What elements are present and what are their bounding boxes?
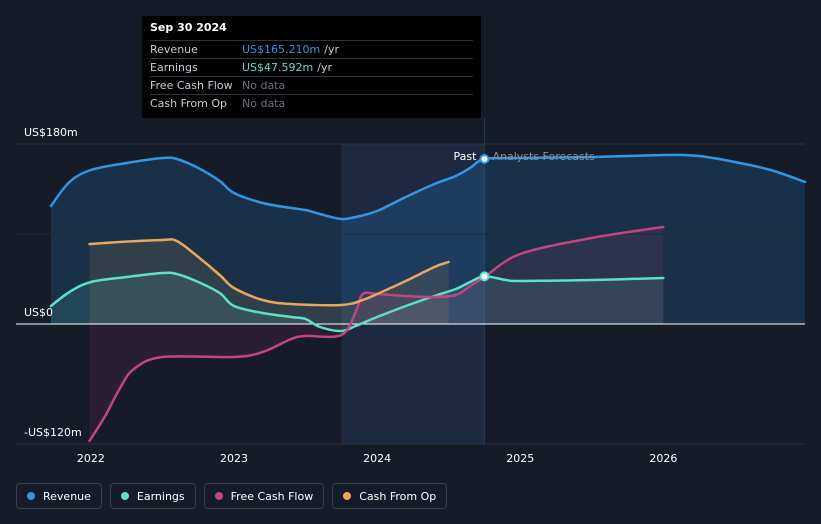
past-label: Past bbox=[454, 150, 478, 163]
legend-item-free-cash-flow[interactable]: Free Cash Flow bbox=[203, 483, 325, 509]
legend: Revenue Earnings Free Cash Flow Cash Fro… bbox=[16, 483, 448, 509]
x-tick-label: 2025 bbox=[506, 452, 534, 465]
y-tick-label: US$180m bbox=[24, 126, 78, 139]
x-tick-label: 2026 bbox=[649, 452, 677, 465]
x-tick-label: 2024 bbox=[363, 452, 391, 465]
revenue-area bbox=[50, 154, 805, 324]
earnings-area bbox=[50, 272, 664, 332]
legend-label: Revenue bbox=[43, 489, 91, 503]
tooltip-label: Cash From Op bbox=[150, 97, 228, 110]
legend-item-earnings[interactable]: Earnings bbox=[109, 483, 196, 509]
earnings-marker bbox=[479, 271, 490, 282]
forecast-label: Analysts Forecasts bbox=[492, 150, 595, 163]
tooltip-row-fcf: Free Cash Flow No data bbox=[150, 76, 473, 94]
tooltip-value: US$165.210m bbox=[242, 43, 321, 56]
tooltip-unit: /yr bbox=[317, 61, 332, 74]
legend-item-cash-from-op[interactable]: Cash From Op bbox=[332, 483, 448, 509]
legend-dot-icon bbox=[343, 492, 352, 500]
legend-dot-icon bbox=[27, 492, 35, 500]
revenue-marker bbox=[479, 154, 490, 164]
tooltip-label: Earnings bbox=[150, 61, 198, 74]
tooltip-row-revenue: Revenue US$165.210m /yr bbox=[150, 40, 473, 58]
tooltip-label: Revenue bbox=[150, 43, 198, 56]
legend-dot-icon bbox=[214, 492, 223, 500]
tooltip-value: No data bbox=[242, 79, 286, 92]
cash-from-op-line bbox=[88, 238, 450, 307]
legend-item-revenue[interactable]: Revenue bbox=[16, 483, 102, 509]
revenue-line bbox=[49, 153, 807, 221]
tooltip-row-earnings: Earnings US$47.592m /yr bbox=[150, 58, 473, 76]
tooltip-value: US$47.592m bbox=[242, 61, 314, 74]
x-tick-label: 2022 bbox=[77, 452, 105, 465]
legend-label: Cash From Op bbox=[359, 489, 437, 503]
tooltip-label: Free Cash Flow bbox=[150, 79, 233, 92]
legend-label: Free Cash Flow bbox=[230, 489, 314, 503]
legend-label: Earnings bbox=[136, 489, 185, 503]
y-tick-label: US$0 bbox=[24, 306, 53, 319]
tooltip: Sep 30 2024 Revenue US$165.210m /yr Earn… bbox=[142, 16, 481, 118]
tooltip-date: Sep 30 2024 bbox=[150, 21, 227, 34]
tooltip-row-cfo: Cash From Op No data bbox=[150, 94, 473, 112]
tooltip-value: No data bbox=[242, 97, 286, 110]
y-tick-label: -US$120m bbox=[24, 426, 82, 439]
legend-dot-icon bbox=[120, 492, 129, 500]
x-tick-label: 2023 bbox=[220, 452, 248, 465]
tooltip-unit: /yr bbox=[324, 43, 339, 56]
